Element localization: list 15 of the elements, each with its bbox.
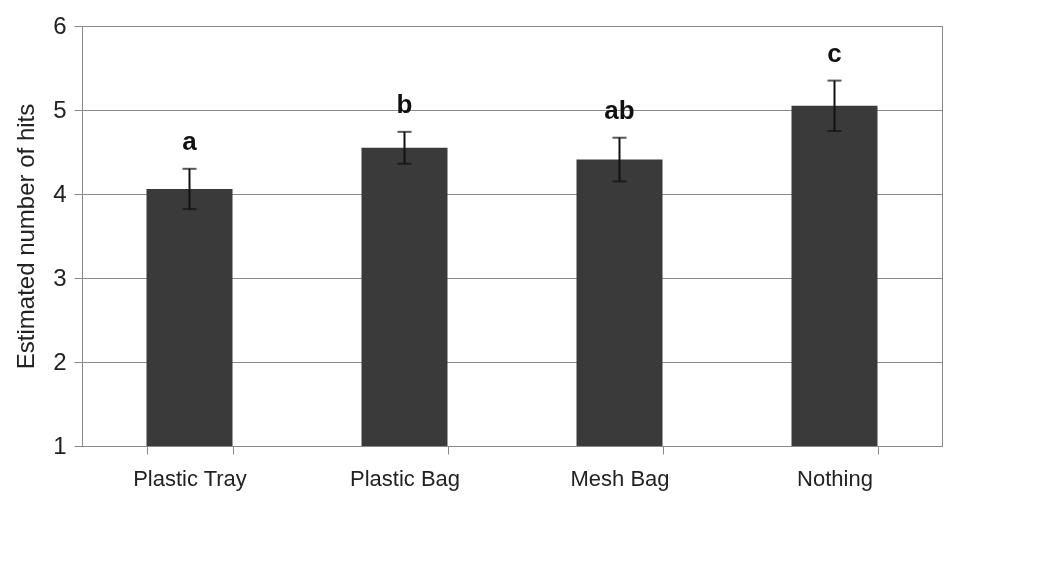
x-tick-label: Plastic Tray (133, 465, 247, 491)
x-tick-label: Plastic Bag (349, 465, 461, 491)
y-tick-label: 5 (53, 95, 67, 123)
y-tick-label: 1 (53, 431, 67, 459)
annotation: b (396, 88, 413, 119)
y-tick-label: 4 (53, 179, 67, 207)
y-tick-label: 6 (53, 11, 67, 39)
annotation: c (827, 37, 842, 68)
annotation: a (182, 125, 198, 156)
y-axis-title: Estimated number of hits (12, 103, 40, 370)
x-tick-label: Nothing (797, 465, 873, 491)
annotation: ab (604, 94, 635, 125)
x-tick-label: Mesh Bag (570, 465, 670, 491)
y-tick-label: 3 (53, 263, 67, 291)
y-tick-label: 2 (53, 347, 67, 375)
